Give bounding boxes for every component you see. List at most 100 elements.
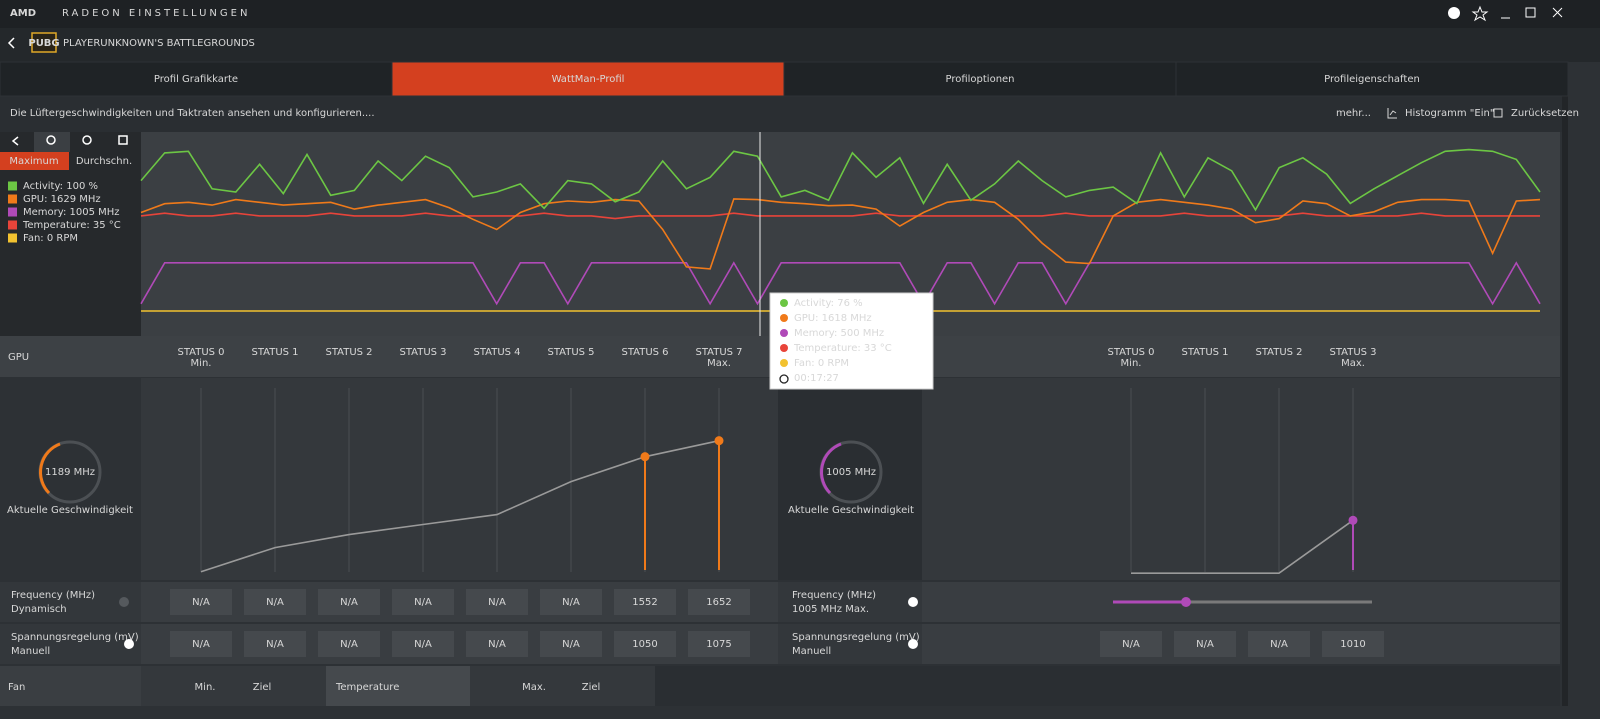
- state-sub: Min.: [1121, 358, 1142, 369]
- tab-label[interactable]: Profil Grafikkarte: [154, 74, 238, 85]
- legend-checkbox: [8, 207, 17, 217]
- slider-knob[interactable]: [1181, 597, 1191, 607]
- mode-button[interactable]: Maximum: [9, 156, 58, 167]
- fan-label: Fan: [8, 682, 25, 693]
- legend-entry[interactable]: GPU: 1629 MHz: [23, 194, 101, 205]
- gpu-plot: [141, 378, 778, 580]
- value-cell: [170, 589, 232, 615]
- tooltip-item: GPU: 1618 MHz: [794, 313, 872, 324]
- state-curve: [1131, 519, 1354, 575]
- row-bg: [141, 624, 778, 664]
- value-cell: [170, 631, 232, 657]
- row-bg: [922, 624, 1560, 664]
- memory-side: [778, 378, 922, 580]
- state-name: STATUS 6: [621, 347, 668, 358]
- value-cell-text[interactable]: N/A: [340, 639, 358, 650]
- description: Die Lüftergeschwindigkeiten und Taktrate…: [10, 108, 375, 119]
- value-cell-text[interactable]: 1552: [632, 597, 657, 608]
- row-label-bg: [0, 582, 141, 622]
- state-point[interactable]: [640, 452, 650, 462]
- gauge-value: 1005 MHz: [826, 467, 876, 478]
- row-label: Frequency (MHz): [792, 590, 876, 601]
- value-cell: [1100, 631, 1162, 657]
- mode-button[interactable]: Durchschn.: [76, 156, 132, 167]
- row-mode: Dynamisch: [11, 604, 67, 615]
- value-cell: [614, 589, 676, 615]
- value-cell: [688, 589, 750, 615]
- value-cell-text[interactable]: N/A: [192, 597, 210, 608]
- value-cell: [466, 631, 528, 657]
- state-name: STATUS 1: [1181, 347, 1228, 358]
- tooltip-item: Memory: 500 MHz: [794, 328, 884, 339]
- value-cell-text[interactable]: N/A: [562, 639, 580, 650]
- value-cell-text[interactable]: N/A: [414, 639, 432, 650]
- value-cell-text[interactable]: 1652: [706, 597, 731, 608]
- tooltip-dot: [780, 299, 788, 307]
- value-cell-text[interactable]: N/A: [1196, 639, 1214, 650]
- value-cell-text[interactable]: N/A: [340, 597, 358, 608]
- fit-view: [118, 135, 128, 145]
- state-sub: Max.: [707, 358, 731, 369]
- description-bar: [0, 96, 1568, 132]
- toggle[interactable]: [908, 597, 918, 607]
- legend-entry[interactable]: Memory: 1005 MHz: [23, 207, 120, 218]
- more-link[interactable]: mehr...: [1336, 108, 1371, 119]
- monitor-line: [140, 198, 1541, 270]
- legend-entry[interactable]: Activity: 100 %: [23, 181, 98, 192]
- row-bg: [141, 582, 778, 622]
- gauge-caption: Aktuelle Geschwindigkeit: [7, 505, 133, 516]
- value-cell-text[interactable]: 1075: [706, 639, 731, 650]
- histogram-toggle[interactable]: Histogramm "Ein": [1405, 108, 1494, 119]
- tab-label[interactable]: Profileigenschaften: [1324, 74, 1420, 85]
- value-cell: [244, 589, 306, 615]
- zoom-out[interactable]: [82, 135, 92, 145]
- value-cell-text[interactable]: N/A: [266, 597, 284, 608]
- tooltip-dot: [780, 314, 788, 322]
- state-name: STATUS 2: [325, 347, 372, 358]
- temp-max: Max.: [522, 682, 546, 693]
- state-name: STATUS 4: [473, 347, 520, 358]
- state-name: STATUS 1: [251, 347, 298, 358]
- value-cell-text[interactable]: N/A: [266, 639, 284, 650]
- toggle[interactable]: [124, 639, 134, 649]
- tab-label[interactable]: WattMan-Profil: [552, 74, 625, 85]
- monitor-line: [140, 261, 1541, 306]
- value-cell: [688, 631, 750, 657]
- nav-back[interactable]: [11, 136, 19, 146]
- value-cell-text[interactable]: N/A: [1270, 639, 1288, 650]
- close-button[interactable]: [1552, 7, 1563, 18]
- toggle[interactable]: [908, 639, 918, 649]
- toggle[interactable]: [119, 597, 129, 607]
- value-cell-text[interactable]: N/A: [562, 597, 580, 608]
- value-cell-text[interactable]: 1010: [1340, 639, 1365, 650]
- value-cell-text[interactable]: N/A: [1122, 639, 1140, 650]
- legend-entry[interactable]: Fan: 0 RPM: [23, 233, 78, 244]
- tab-label[interactable]: Profiloptionen: [945, 74, 1014, 85]
- histogram-icon: [1387, 108, 1397, 119]
- game-title: PLAYERUNKNOWN'S BATTLEGROUNDS: [63, 38, 255, 49]
- value-cell: [1322, 631, 1384, 657]
- memory-plot: [922, 378, 1560, 580]
- monitor-line: [140, 148, 1541, 212]
- temp-cells-bg: [470, 666, 655, 706]
- help-button[interactable]: [1448, 7, 1460, 19]
- favorite-button[interactable]: [1471, 5, 1489, 22]
- value-cell-text[interactable]: N/A: [192, 639, 210, 650]
- state-name: STATUS 3: [1329, 347, 1376, 358]
- zoom-in[interactable]: [46, 135, 56, 145]
- value-cell-text[interactable]: N/A: [488, 639, 506, 650]
- back-button[interactable]: [7, 37, 15, 49]
- row-mode: Manuell: [792, 646, 831, 657]
- top-bar: [0, 0, 1600, 28]
- reset-button[interactable]: Zurücksetzen: [1511, 108, 1579, 119]
- legend-entry[interactable]: Temperature: 35 °C: [22, 220, 121, 231]
- value-cell-text[interactable]: N/A: [488, 597, 506, 608]
- state-point[interactable]: [1348, 515, 1358, 525]
- value-cell-text[interactable]: 1050: [632, 639, 657, 650]
- legend-checkbox: [8, 194, 17, 204]
- state-point[interactable]: [714, 436, 724, 446]
- value-cell-text[interactable]: N/A: [414, 597, 432, 608]
- section-label: GPU: [8, 352, 29, 363]
- gpu-header: [0, 336, 778, 377]
- row-mode: 1005 MHz Max.: [792, 604, 869, 615]
